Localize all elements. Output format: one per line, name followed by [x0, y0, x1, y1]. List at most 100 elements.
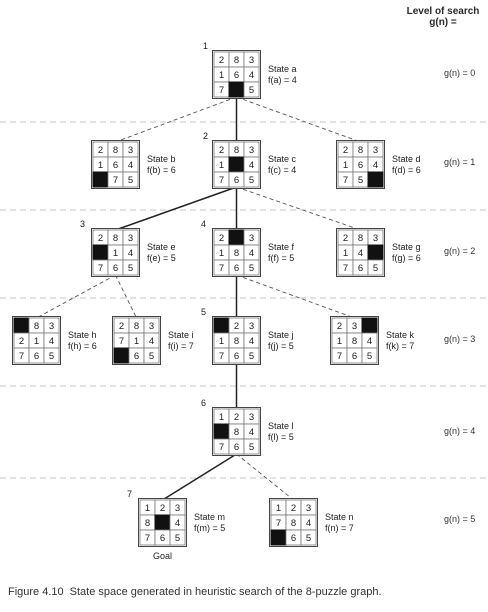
tile-label: 6: [234, 263, 239, 274]
figure-number: Figure 4.10: [8, 586, 64, 598]
state-fvalue-b: f(b) = 6: [147, 165, 176, 175]
tile-label: 6: [113, 160, 118, 171]
state-name-a: State a: [268, 64, 297, 74]
state-name-j: State j: [268, 330, 294, 340]
tile-label: 3: [128, 233, 133, 244]
level-label-3: g(n) = 3: [444, 334, 475, 344]
tile-label: 1: [219, 412, 224, 423]
state-fvalue-i: f(i) = 7: [168, 341, 194, 351]
edge-c-g: [236, 186, 361, 231]
goal-label: Goal: [153, 551, 172, 561]
tile-label: 1: [276, 503, 281, 514]
tile-label: 7: [276, 518, 281, 529]
state-name-g: State g: [392, 242, 421, 252]
tile-label: 5: [249, 442, 254, 453]
blank-tile: [113, 347, 130, 364]
state-h: 8 3 2 1 4 7 6 5 State hf(h) = 6: [12, 316, 97, 365]
tile-label: 5: [367, 351, 372, 362]
edge-l-n: [236, 453, 294, 501]
tile: [243, 259, 260, 276]
tile-label: 5: [249, 263, 254, 274]
state-i: 2 8 3 7 1 46 5 State if(i) = 7: [112, 316, 194, 365]
tile-label: 5: [249, 175, 254, 186]
tile-label: 3: [306, 503, 311, 514]
tile-label: 5: [175, 533, 180, 544]
state-name-l: State l: [268, 421, 294, 431]
state-fvalue-k: f(k) = 7: [386, 341, 414, 351]
tile-label: 2: [160, 503, 165, 514]
state-name-d: State d: [392, 154, 421, 164]
tile-label: 1: [34, 336, 39, 347]
tile-label: 2: [98, 145, 103, 156]
edge-c-e: [115, 186, 237, 231]
tile-label: 4: [249, 70, 254, 81]
tile-label: 6: [234, 442, 239, 453]
tile-label: 2: [119, 321, 124, 332]
tile-label: 6: [160, 533, 165, 544]
state-n: 1 2 3 7 8 46 5 State nf(n) = 7: [269, 498, 354, 547]
tile-label: 7: [337, 351, 342, 362]
tile-label: 3: [249, 412, 254, 423]
level-label-4: g(n) = 4: [444, 426, 475, 436]
tile-label: 5: [373, 263, 378, 274]
tile-label: 3: [352, 321, 357, 332]
tile-label: 8: [145, 518, 150, 529]
figure-caption-text: State space generated in heuristic searc…: [69, 586, 382, 598]
state-fvalue-m: f(m) = 5: [194, 523, 225, 533]
state-name-k: State k: [386, 330, 415, 340]
tile-label: 8: [234, 336, 239, 347]
tile-label: 4: [249, 160, 254, 171]
tile-label: 5: [128, 263, 133, 274]
expansion-order-e: 3: [80, 219, 85, 229]
state-name-b: State b: [147, 154, 176, 164]
tile-label: 7: [219, 175, 224, 186]
state-fvalue-a: f(a) = 4: [268, 75, 297, 85]
blank-tile: [367, 171, 384, 188]
tile: [122, 171, 139, 188]
tile: [243, 81, 260, 98]
tile-label: 5: [306, 533, 311, 544]
tile-label: 3: [175, 503, 180, 514]
tile-label: 7: [219, 351, 224, 362]
tile-label: 4: [249, 427, 254, 438]
tile-label: 7: [119, 336, 124, 347]
level-of-search-header: Level of search g(n) =: [398, 6, 488, 28]
blank-tile: [228, 156, 245, 173]
tile-label: 3: [249, 145, 254, 156]
state-name-i: State i: [168, 330, 194, 340]
tile: [367, 259, 384, 276]
tile-label: 3: [249, 233, 254, 244]
state-fvalue-n: f(n) = 7: [325, 523, 354, 533]
state-fvalue-j: f(j) = 5: [268, 341, 294, 351]
tile-label: 4: [373, 160, 378, 171]
state-fvalue-h: f(h) = 6: [68, 341, 97, 351]
tile-label: 1: [343, 248, 348, 259]
state-d: 2 8 3 1 6 4 7 5 State df(d) = 6: [336, 140, 421, 189]
state-fvalue-e: f(e) = 5: [147, 253, 176, 263]
tile-label: 3: [249, 55, 254, 66]
tile: [43, 347, 60, 364]
tile-label: 8: [352, 336, 357, 347]
blank-tile: [361, 317, 378, 334]
level-label-1: g(n) = 1: [444, 157, 475, 167]
tile-label: 4: [367, 336, 372, 347]
tile: [361, 347, 378, 364]
tile-label: 5: [249, 351, 254, 362]
edge-e-i: [115, 274, 137, 319]
tile-label: 8: [113, 233, 118, 244]
tile-label: 7: [145, 533, 150, 544]
blank-tile: [228, 229, 245, 246]
tile-label: 1: [219, 336, 224, 347]
blank-tile: [228, 81, 245, 98]
expansion-order-c: 2: [203, 131, 208, 141]
level-header-line1: Level of search: [406, 6, 480, 17]
state-name-m: State m: [194, 512, 225, 522]
tile-label: 1: [337, 336, 342, 347]
level-label-0: g(n) = 0: [444, 68, 475, 78]
